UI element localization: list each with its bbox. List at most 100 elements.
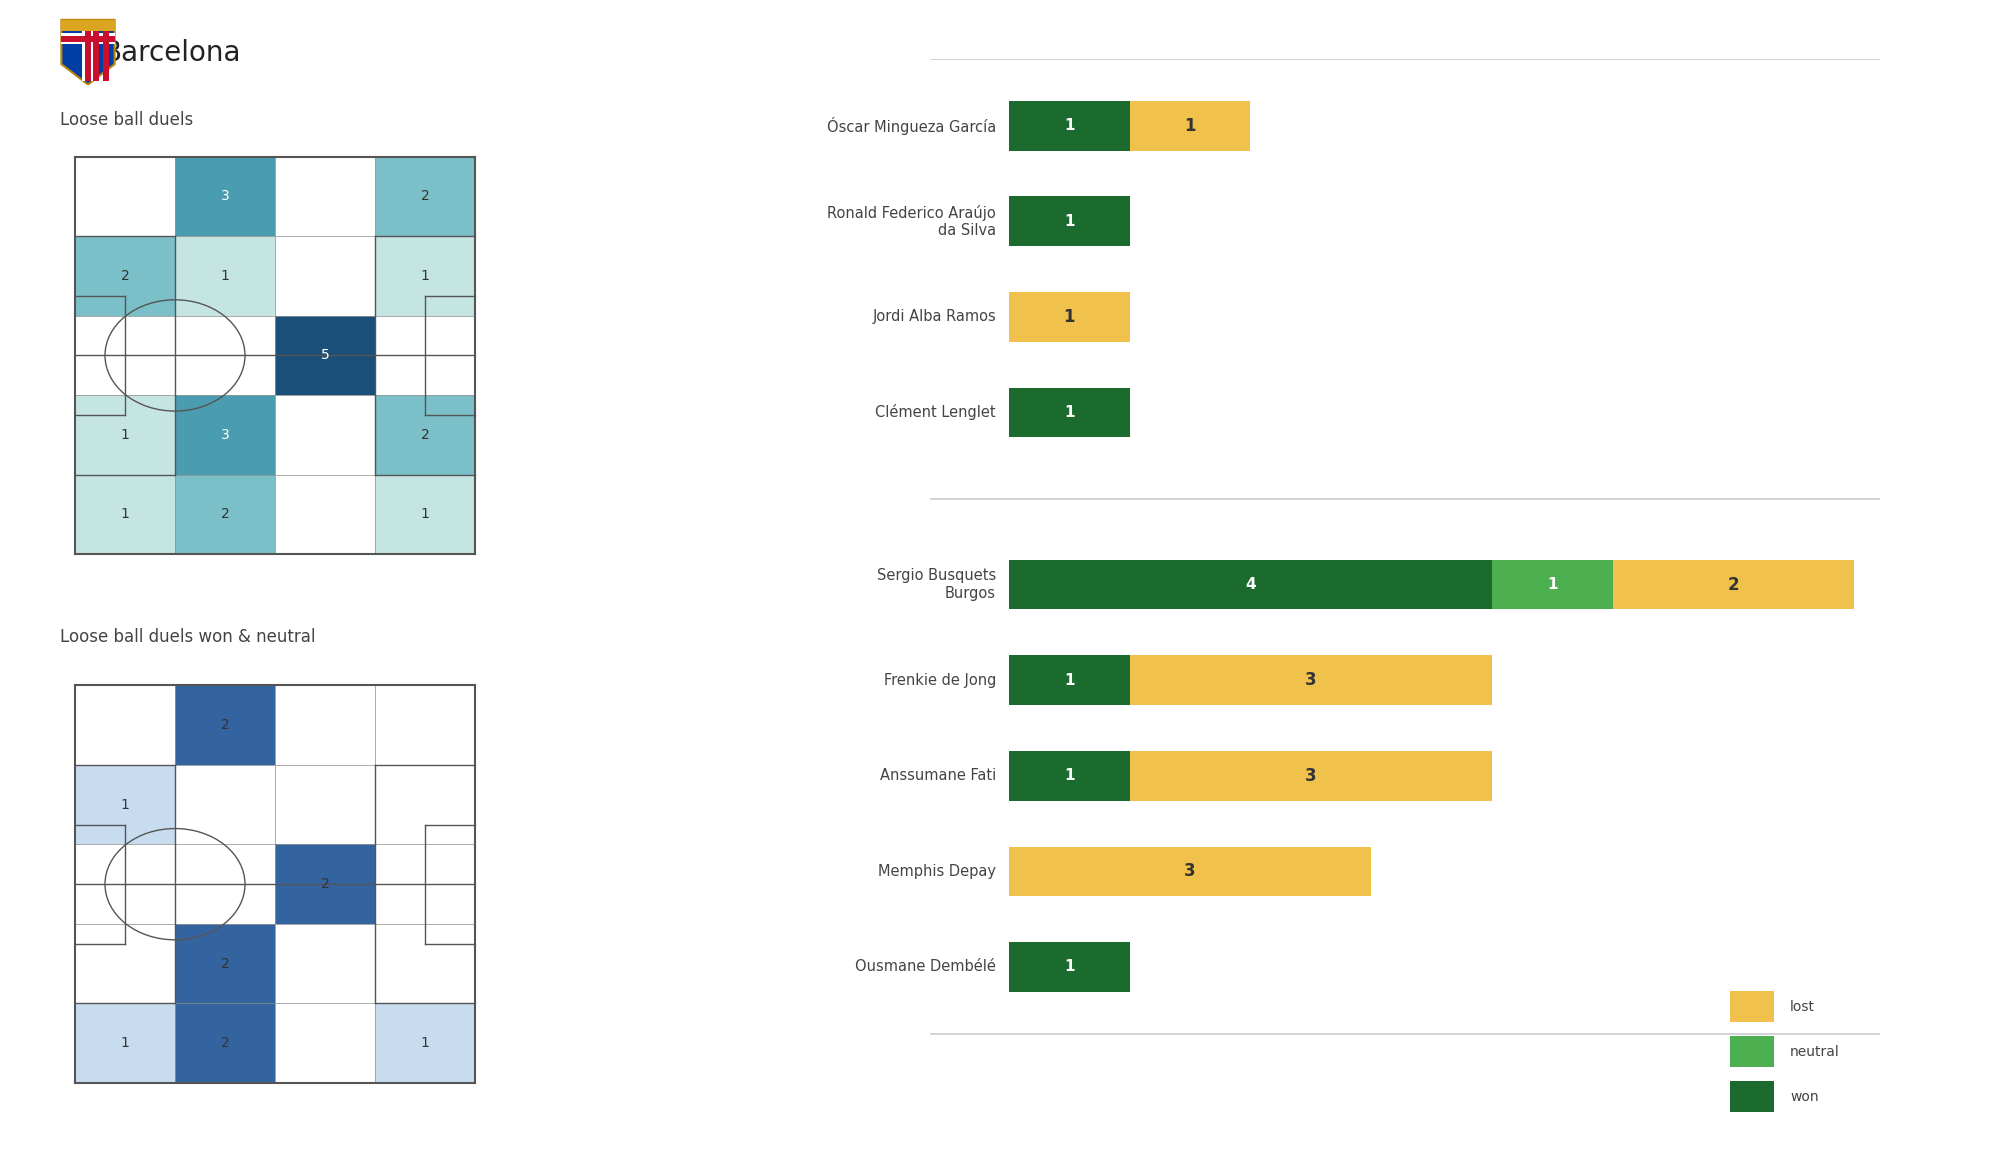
Bar [176, 845, 276, 924]
Bar [1010, 196, 1130, 246]
Bar [1010, 101, 1130, 150]
Text: 1: 1 [1064, 308, 1076, 325]
Bar [1730, 1036, 1774, 1067]
Bar [176, 395, 276, 475]
Bar [276, 924, 376, 1003]
Text: Frenkie de Jong: Frenkie de Jong [884, 672, 996, 687]
Bar [1010, 559, 1492, 610]
Text: 3: 3 [1304, 671, 1316, 690]
Bar [276, 475, 376, 555]
Bar [176, 924, 276, 1003]
Text: 4: 4 [1246, 577, 1256, 592]
Bar [1010, 846, 1372, 897]
Text: 2: 2 [220, 508, 230, 522]
Text: 3: 3 [1184, 862, 1196, 880]
Text: 2: 2 [420, 428, 430, 442]
Bar [276, 395, 376, 475]
Bar [82, 21, 94, 81]
Text: 1: 1 [120, 428, 130, 442]
Text: 5: 5 [320, 349, 330, 362]
Text: 3: 3 [220, 428, 230, 442]
Text: 1: 1 [1064, 214, 1074, 229]
Text: 1: 1 [1064, 672, 1074, 687]
Text: 1: 1 [120, 1036, 130, 1050]
Bar [62, 33, 114, 43]
Text: 2: 2 [1728, 576, 1740, 593]
Bar [376, 1003, 476, 1083]
Bar [276, 1003, 376, 1083]
Bar [1130, 751, 1492, 800]
Bar [76, 685, 176, 765]
Bar [76, 924, 176, 1003]
Bar [1010, 293, 1130, 342]
Bar [76, 765, 176, 845]
Bar [1730, 992, 1774, 1022]
Bar [1130, 656, 1492, 705]
Text: won: won [1790, 1090, 1818, 1104]
Bar [176, 475, 276, 555]
Bar [276, 765, 376, 845]
Text: Anssumane Fati: Anssumane Fati [880, 768, 996, 784]
Text: 2: 2 [120, 269, 130, 283]
Text: 1: 1 [220, 269, 230, 283]
Bar [1010, 942, 1130, 992]
Text: 1: 1 [420, 1036, 430, 1050]
Text: 2: 2 [320, 878, 330, 891]
Bar [276, 685, 376, 765]
Text: 1: 1 [120, 798, 130, 812]
Bar [1612, 559, 1854, 610]
Bar [92, 32, 98, 81]
Text: 1: 1 [1064, 768, 1074, 784]
Bar [176, 156, 276, 236]
Bar [104, 32, 110, 81]
Bar [84, 21, 92, 81]
Bar [76, 236, 176, 316]
Text: Jordi Alba Ramos: Jordi Alba Ramos [872, 309, 996, 324]
Bar [1010, 388, 1130, 437]
Bar [76, 156, 176, 236]
Bar [76, 475, 176, 555]
Text: 1: 1 [420, 269, 430, 283]
Bar [1010, 656, 1130, 705]
Bar [276, 845, 376, 924]
Bar [1492, 559, 1612, 610]
Bar [376, 156, 476, 236]
Bar [176, 1003, 276, 1083]
Bar [276, 236, 376, 316]
Text: Óscar Mingueza García: Óscar Mingueza García [826, 116, 996, 135]
Bar [62, 20, 114, 32]
Bar [76, 845, 176, 924]
Bar [376, 685, 476, 765]
Text: 2: 2 [420, 189, 430, 203]
Text: 1: 1 [1064, 960, 1074, 974]
Bar [376, 475, 476, 555]
Text: 1: 1 [1546, 577, 1558, 592]
Bar [176, 316, 276, 395]
Text: neutral: neutral [1790, 1045, 1840, 1059]
Bar [276, 316, 376, 395]
Bar [1130, 101, 1250, 150]
Bar [1730, 1081, 1774, 1113]
Text: Ronald Federico Araújo
da Silva: Ronald Federico Araújo da Silva [828, 204, 996, 239]
Text: Ousmane Dembélé: Ousmane Dembélé [856, 960, 996, 974]
Text: 3: 3 [220, 189, 230, 203]
Text: lost: lost [1790, 1000, 1816, 1014]
Text: 2: 2 [220, 718, 230, 732]
Text: Loose ball duels: Loose ball duels [60, 112, 194, 129]
Text: 3: 3 [1304, 767, 1316, 785]
Text: Memphis Depay: Memphis Depay [878, 864, 996, 879]
Bar [176, 236, 276, 316]
Bar [376, 395, 476, 475]
Bar [76, 316, 176, 395]
Text: 1: 1 [1064, 119, 1074, 133]
Text: 1: 1 [1184, 116, 1196, 135]
Bar [376, 316, 476, 395]
Text: 1: 1 [120, 508, 130, 522]
Text: Clément Lenglet: Clément Lenglet [876, 404, 996, 421]
Text: 1: 1 [1064, 405, 1074, 419]
Bar [1010, 751, 1130, 800]
Bar [376, 765, 476, 845]
Bar [376, 845, 476, 924]
Text: 2: 2 [220, 1036, 230, 1050]
Text: Loose ball duels won & neutral: Loose ball duels won & neutral [60, 629, 316, 646]
